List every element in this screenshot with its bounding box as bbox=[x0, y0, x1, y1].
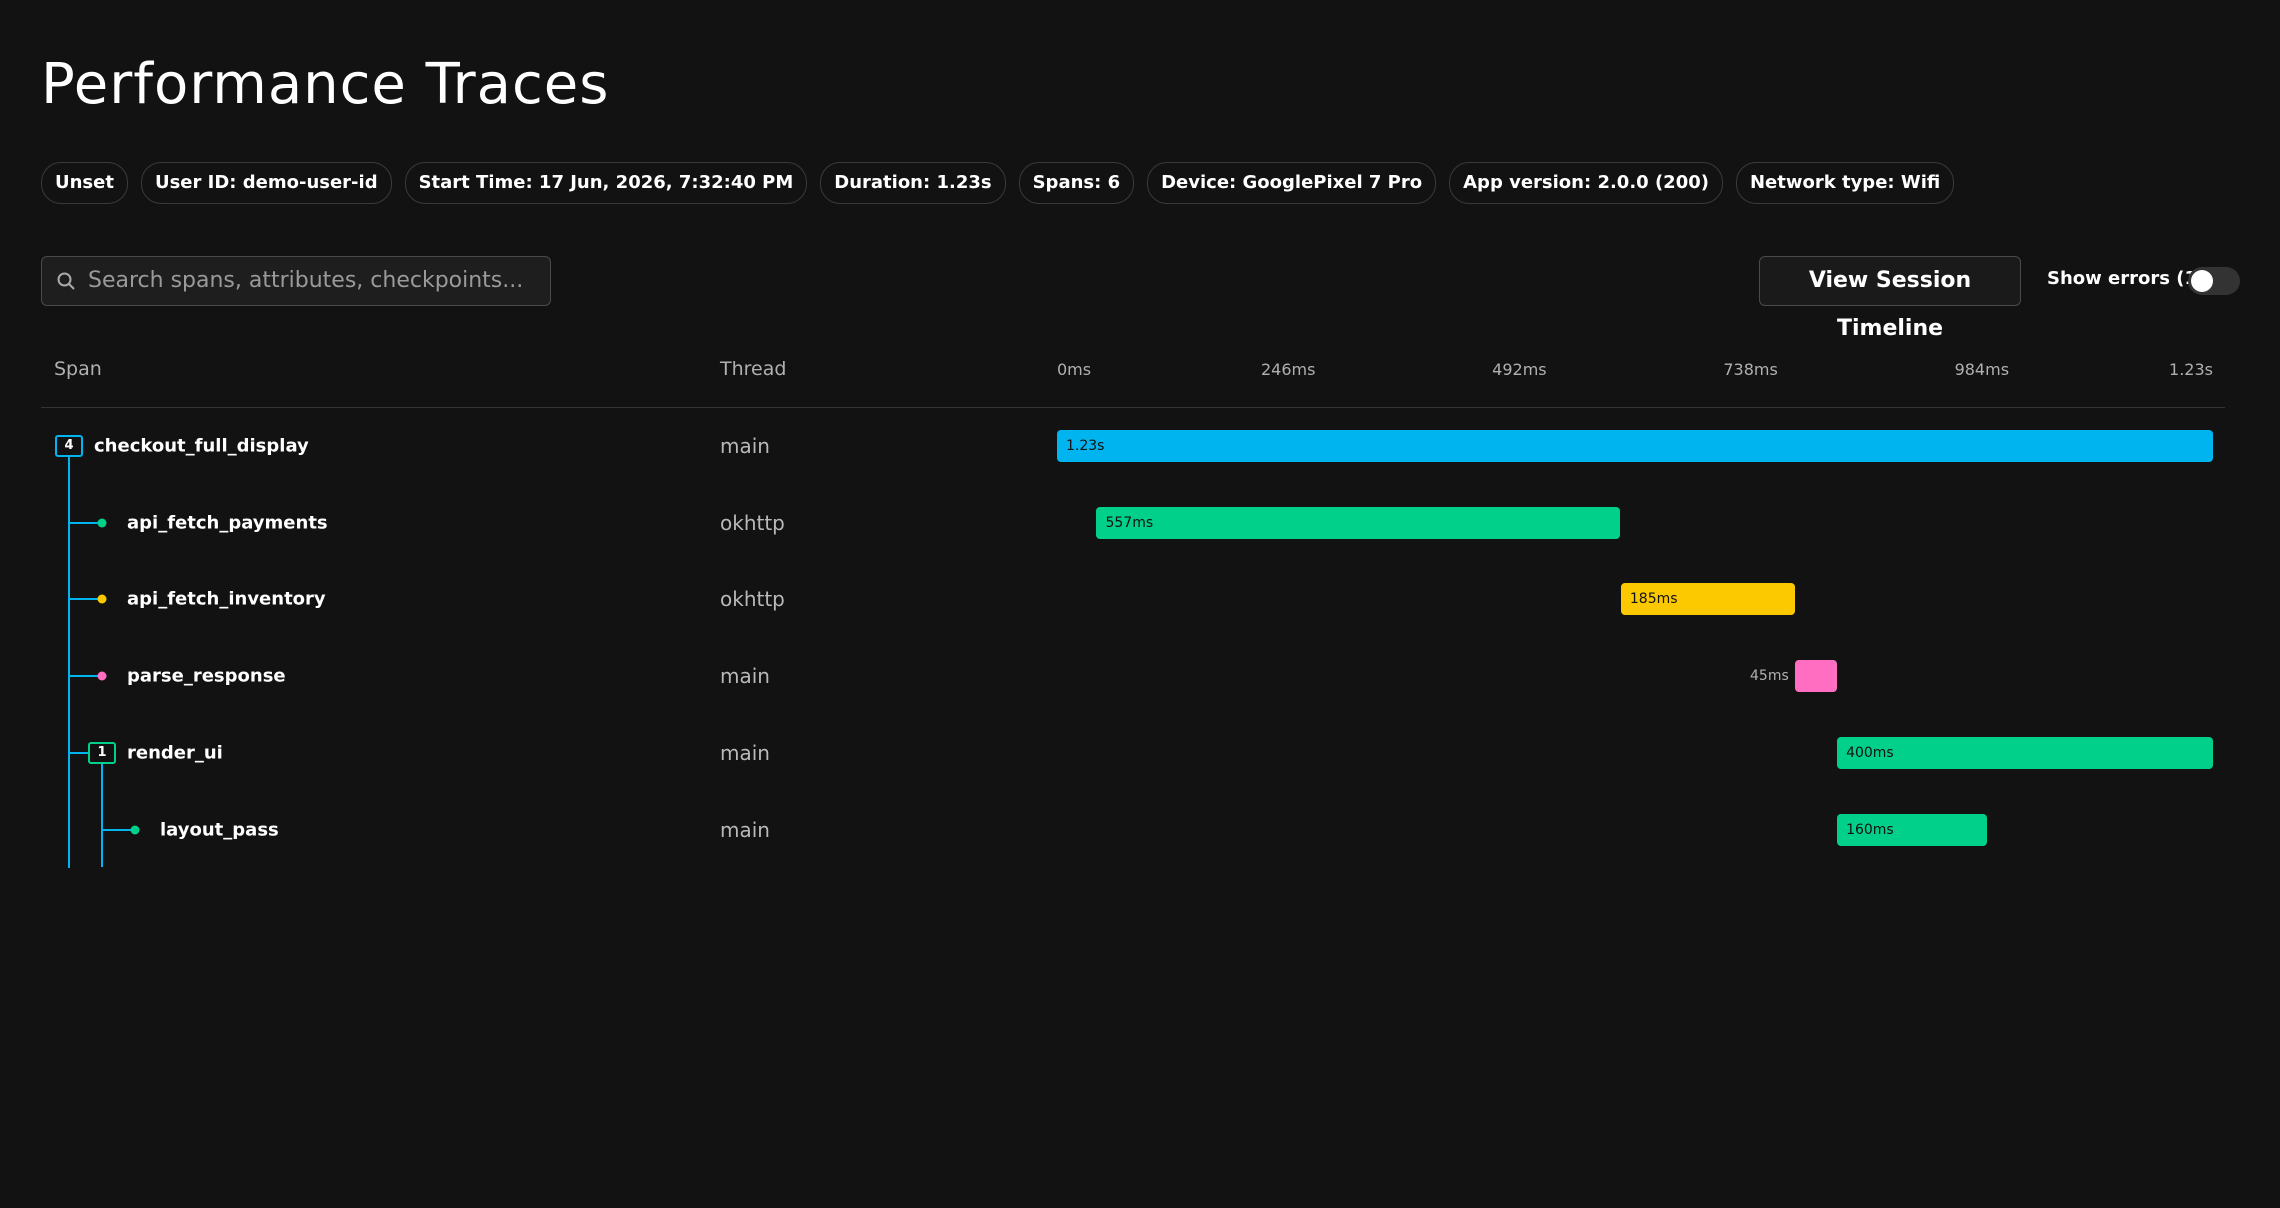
search-placeholder: Search spans, attributes, checkpoints... bbox=[88, 268, 524, 293]
tree-connector bbox=[69, 521, 102, 524]
span-name: parse_response bbox=[127, 665, 286, 687]
meta-chip: User ID: demo-user-id bbox=[140, 162, 392, 204]
tree-connector bbox=[69, 751, 102, 754]
timeline-tick-label: 0ms bbox=[1057, 360, 1092, 379]
meta-chip: Network type: Wifi bbox=[1735, 162, 1955, 204]
meta-chips: Unset User ID: demo-user-id Start Time: 17… bbox=[41, 162, 1955, 204]
tree-connector bbox=[69, 598, 102, 601]
tree-connector bbox=[102, 828, 135, 831]
timeline-tick-label: 246ms bbox=[1260, 360, 1316, 379]
span-bar: 400ms bbox=[1837, 736, 2213, 769]
span-duration: 45ms bbox=[1750, 668, 1789, 685]
timeline-tick-label: 492ms bbox=[1492, 360, 1547, 379]
span-dot bbox=[130, 825, 140, 834]
child-count-badge: 4 bbox=[55, 435, 83, 457]
span-thread: main bbox=[720, 740, 770, 765]
tree-line bbox=[101, 763, 103, 868]
tree-connector bbox=[69, 675, 102, 678]
view-session-button[interactable]: View Session Timeline bbox=[1759, 256, 2021, 341]
page-title: Performance Traces bbox=[41, 52, 610, 117]
span-dot bbox=[97, 594, 107, 604]
span-name: api_fetch_inventory bbox=[127, 588, 326, 610]
errors-toggle[interactable] bbox=[2188, 267, 2240, 295]
timeline-tick-label: 984ms bbox=[1954, 360, 2010, 379]
search-box[interactable]: Search spans, attributes, checkpoints... bbox=[41, 256, 551, 306]
span-dot bbox=[97, 671, 107, 681]
span-duration: 557ms bbox=[1105, 514, 1154, 531]
meta-chip: Start Time: 17 Jun, 2026, 7:32:40 PM bbox=[404, 162, 808, 204]
span-bar: 160ms bbox=[1837, 813, 1988, 846]
span-name: render_ui bbox=[127, 742, 223, 764]
span-bar bbox=[1794, 660, 1838, 693]
span-thread: okhttp bbox=[720, 510, 785, 535]
search-icon bbox=[57, 272, 75, 290]
span-thread: okhttp bbox=[720, 587, 785, 612]
column-header: Span bbox=[54, 358, 102, 380]
span-name: api_fetch_payments bbox=[127, 512, 328, 534]
tree-line bbox=[68, 457, 70, 868]
span-thread: main bbox=[720, 434, 770, 458]
child-count-badge: 1 bbox=[88, 741, 116, 764]
meta-chip: Unset bbox=[41, 162, 128, 204]
span-duration: 400ms bbox=[1846, 744, 1894, 761]
span-thread: main bbox=[720, 664, 770, 689]
span-thread: main bbox=[720, 817, 770, 842]
meta-chip: Spans: 6 bbox=[1018, 162, 1135, 204]
timeline-tick-label: 1.23s bbox=[2169, 360, 2213, 379]
span-duration: 1.23s bbox=[1066, 438, 1105, 454]
span-duration: 160ms bbox=[1846, 821, 1894, 838]
timeline-tick-label: 738ms bbox=[1723, 360, 1778, 379]
column-header: Thread bbox=[720, 358, 787, 380]
meta-chip: App version: 2.0.0 (200) bbox=[1449, 162, 1723, 204]
span-bar: 185ms bbox=[1620, 583, 1795, 616]
span-dot bbox=[97, 518, 107, 528]
toggle-knob bbox=[2191, 270, 2213, 292]
span-name: layout_pass bbox=[160, 819, 279, 840]
toggle-label: Show errors (1) bbox=[2047, 268, 2206, 289]
span-bar: 557ms bbox=[1096, 506, 1620, 539]
span-duration: 185ms bbox=[1629, 591, 1678, 608]
span-name: checkout_full_display bbox=[94, 435, 309, 457]
header-divider bbox=[41, 407, 2225, 408]
span-bar: 1.23s bbox=[1057, 430, 2213, 462]
meta-chip: Device: GooglePixel 7 Pro bbox=[1147, 162, 1437, 204]
meta-chip: Duration: 1.23s bbox=[820, 162, 1006, 204]
